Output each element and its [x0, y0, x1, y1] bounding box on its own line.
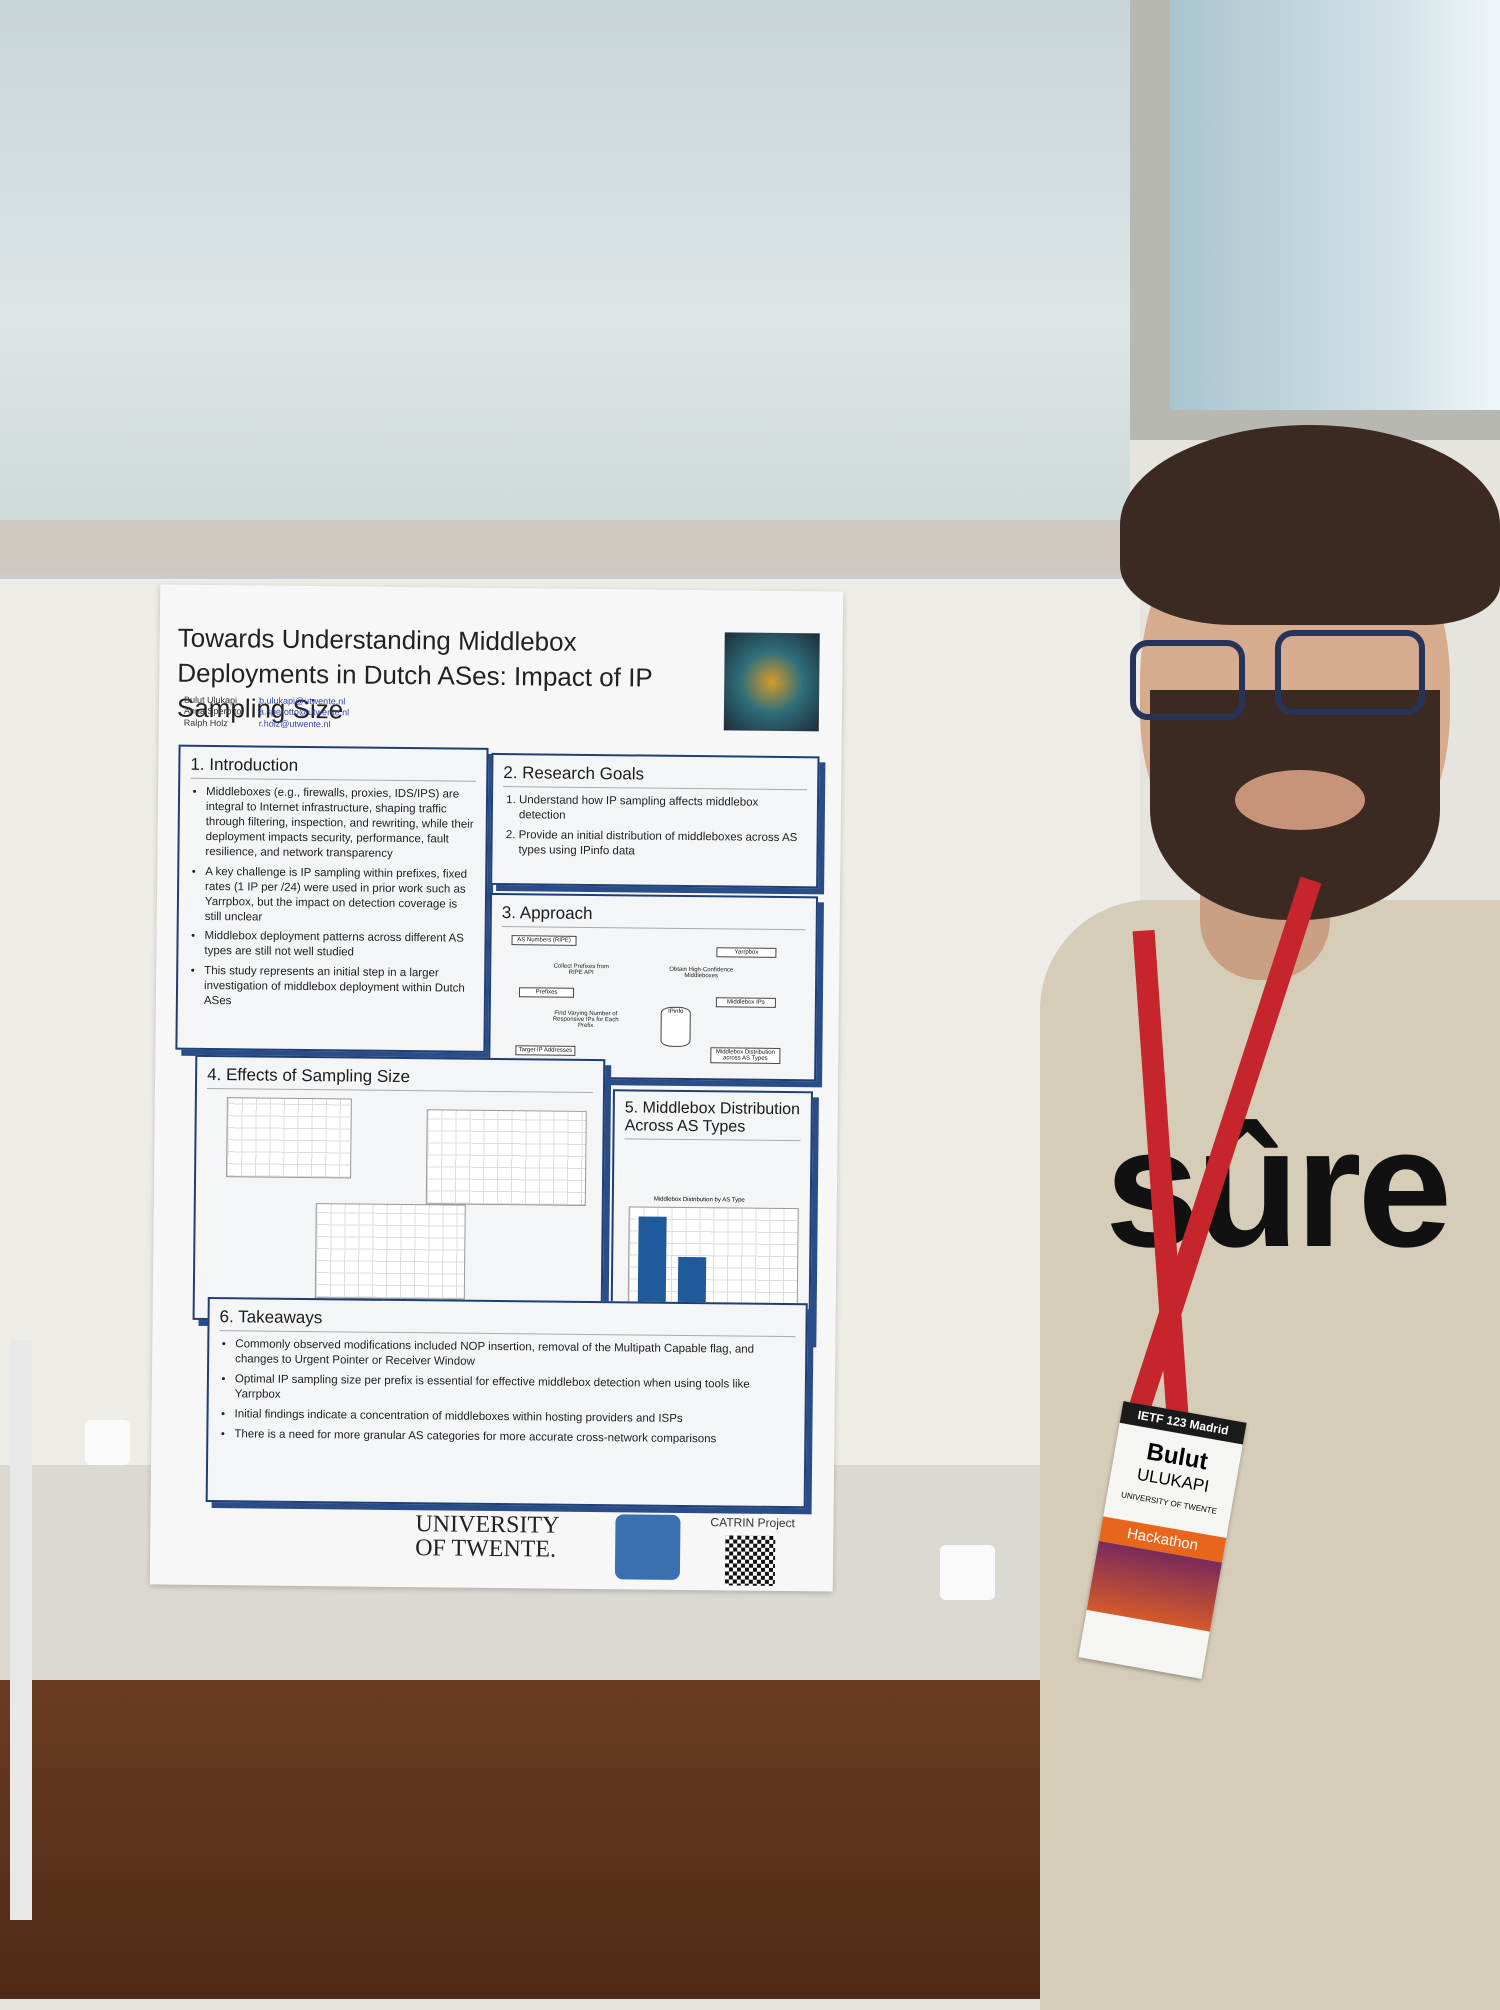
plot	[425, 1109, 587, 1206]
diagram-label: Obtain High-Confidence Middleboxes	[669, 966, 734, 980]
author-name: Anna Sperotto	[183, 705, 242, 717]
poster-logo	[723, 632, 820, 732]
qr-code	[724, 1535, 776, 1586]
diagram-node: Middlebox IPs	[715, 997, 776, 1008]
bullet: This study represents an initial step in…	[204, 964, 474, 1012]
stand	[10, 1340, 32, 1920]
person-mouth-area	[1235, 770, 1365, 830]
chart-title: Middlebox Distribution by AS Type	[653, 1196, 745, 1204]
section-heading: 2. Research Goals	[503, 763, 808, 791]
glasses	[1275, 630, 1425, 715]
authors: Bulut Ulukapi b.ulukapi@utwente.nl Anna S…	[184, 695, 350, 730]
bullet: A key challenge is IP sampling within pr…	[205, 865, 476, 928]
wall-socket	[85, 1420, 130, 1465]
diagram-node: IPinfo	[660, 1006, 691, 1048]
author-name: Bulut Ulukapi	[183, 694, 238, 706]
plot	[226, 1097, 352, 1179]
diagram-node: Prefixes	[518, 987, 575, 998]
diagram-node: Yarrpbox	[716, 947, 777, 958]
author-email: a.sperotto@utwente.nl	[258, 706, 350, 718]
section-heading: 4. Effects of Sampling Size	[206, 1064, 594, 1094]
author-name: Ralph Holz	[183, 717, 228, 728]
author-email: r.holz@utwente.nl	[258, 717, 331, 729]
plot	[314, 1203, 466, 1300]
bullet: There is a need for more granular AS cat…	[234, 1427, 794, 1448]
section-heading: 3. Approach	[501, 903, 806, 931]
bullet: Initial findings indicate a concentratio…	[234, 1407, 794, 1428]
project-name: CATRIN Project	[710, 1515, 796, 1531]
effects: 4. Effects of Sampling Size	[192, 1054, 606, 1325]
bullet: Middlebox deployment patterns across dif…	[204, 929, 474, 962]
goal: Provide an initial distribution of middl…	[518, 828, 806, 861]
introduction: 1. Introduction Middleboxes (e.g., firew…	[175, 744, 489, 1053]
bullet: Middleboxes (e.g., firewalls, proxies, I…	[205, 785, 476, 863]
takeaways: 6. Takeaways Commonly observed modificat…	[205, 1296, 808, 1509]
author-email: b.ulukapi@utwente.nl	[258, 695, 346, 707]
bar	[637, 1216, 667, 1315]
research-goals: 2. Research Goals Understand how IP samp…	[490, 752, 820, 889]
glasses	[1130, 640, 1245, 720]
section-heading: 5. Middlebox Distribution Across AS Type…	[624, 1099, 801, 1142]
bullet-list: Commonly observed modifications included…	[208, 1337, 805, 1448]
window	[0, 0, 1130, 530]
diagram-node: Middlebox Distribution across AS Types	[710, 1047, 781, 1064]
diagram-label: Find Varying Number of Responsive IPs fo…	[552, 1010, 619, 1030]
window-glass-right	[1170, 0, 1500, 410]
goal: Understand how IP sampling affects middl…	[519, 793, 807, 826]
section-heading: 1. Introduction	[190, 754, 477, 782]
bullet-list: Middleboxes (e.g., firewalls, proxies, I…	[178, 785, 486, 1012]
bullet: Commonly observed modifications included…	[235, 1337, 795, 1373]
diagram-node: AS Numbers (RIPE)	[511, 935, 577, 946]
approach: 3. Approach AS Numbers (RIPE) Collect Pr…	[488, 892, 819, 1082]
poster: Towards Understanding Middlebox Deployme…	[149, 584, 844, 1592]
author: Ralph Holz r.holz@utwente.nl	[184, 717, 349, 730]
institution-logo	[614, 1514, 681, 1580]
diagram-label: Collect Prefixes from RIPE API	[553, 963, 609, 977]
goal-list: Understand how IP sampling affects middl…	[492, 793, 817, 861]
wall-socket	[940, 1545, 995, 1600]
person-hair	[1120, 425, 1500, 625]
university-logo: UNIVERSITY OF TWENTE.	[415, 1511, 559, 1563]
person-torso	[1040, 900, 1500, 2010]
diagram-node: Target IP Addresses	[515, 1045, 576, 1056]
bullet: Optimal IP sampling size per prefix is e…	[235, 1372, 795, 1408]
window-sill	[0, 520, 1130, 575]
section-heading: 6. Takeaways	[219, 1307, 796, 1338]
